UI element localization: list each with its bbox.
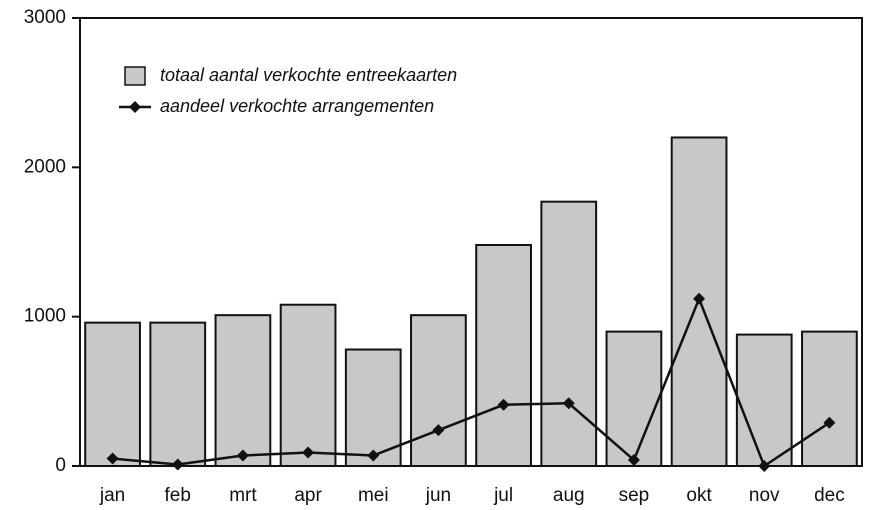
marker	[367, 449, 380, 462]
x-tick-label: jun	[425, 485, 451, 506]
x-tick-label: apr	[294, 485, 322, 506]
marker	[106, 452, 119, 465]
x-tick-label: feb	[165, 485, 191, 506]
y-tick-label: 2000	[24, 156, 66, 177]
bar	[344, 348, 402, 467]
marker	[758, 460, 771, 472]
legend-swatch	[124, 66, 146, 86]
x-tick-label: sep	[619, 485, 650, 506]
y-tick-label: 1000	[24, 306, 66, 327]
marker	[627, 454, 640, 467]
marker	[302, 446, 315, 459]
x-tick-label: nov	[749, 485, 780, 506]
bar	[735, 333, 793, 467]
x-tick-label: jan	[99, 485, 125, 506]
legend-label: aandeel verkochte arrangementen	[160, 96, 434, 116]
bar	[475, 243, 532, 467]
marker	[562, 397, 575, 410]
line	[112, 295, 831, 468]
bar	[605, 330, 663, 467]
marker	[432, 424, 445, 437]
bar	[540, 200, 598, 467]
marker	[823, 416, 836, 429]
x-tick-label: aug	[553, 485, 585, 506]
x-tick-label: dec	[814, 485, 845, 506]
marker	[693, 292, 706, 305]
x-tick-label: mrt	[229, 485, 257, 506]
x-tick-label: okt	[686, 485, 712, 506]
marker	[497, 398, 510, 411]
y-tick-label: 0	[55, 455, 66, 476]
bar	[84, 321, 141, 468]
marker	[171, 458, 184, 471]
bar	[214, 314, 272, 467]
y-tick-label: 3000	[24, 7, 66, 28]
plot-frame	[79, 17, 863, 467]
bar	[410, 314, 467, 467]
marker	[236, 449, 249, 462]
bar	[801, 330, 858, 467]
x-tick-label: jul	[493, 485, 513, 506]
bar	[279, 303, 337, 467]
legend-marker	[129, 101, 141, 113]
legend-label: totaal aantal verkochte entreekaarten	[160, 65, 457, 85]
x-tick-label: mei	[358, 485, 389, 506]
bar	[149, 321, 207, 468]
